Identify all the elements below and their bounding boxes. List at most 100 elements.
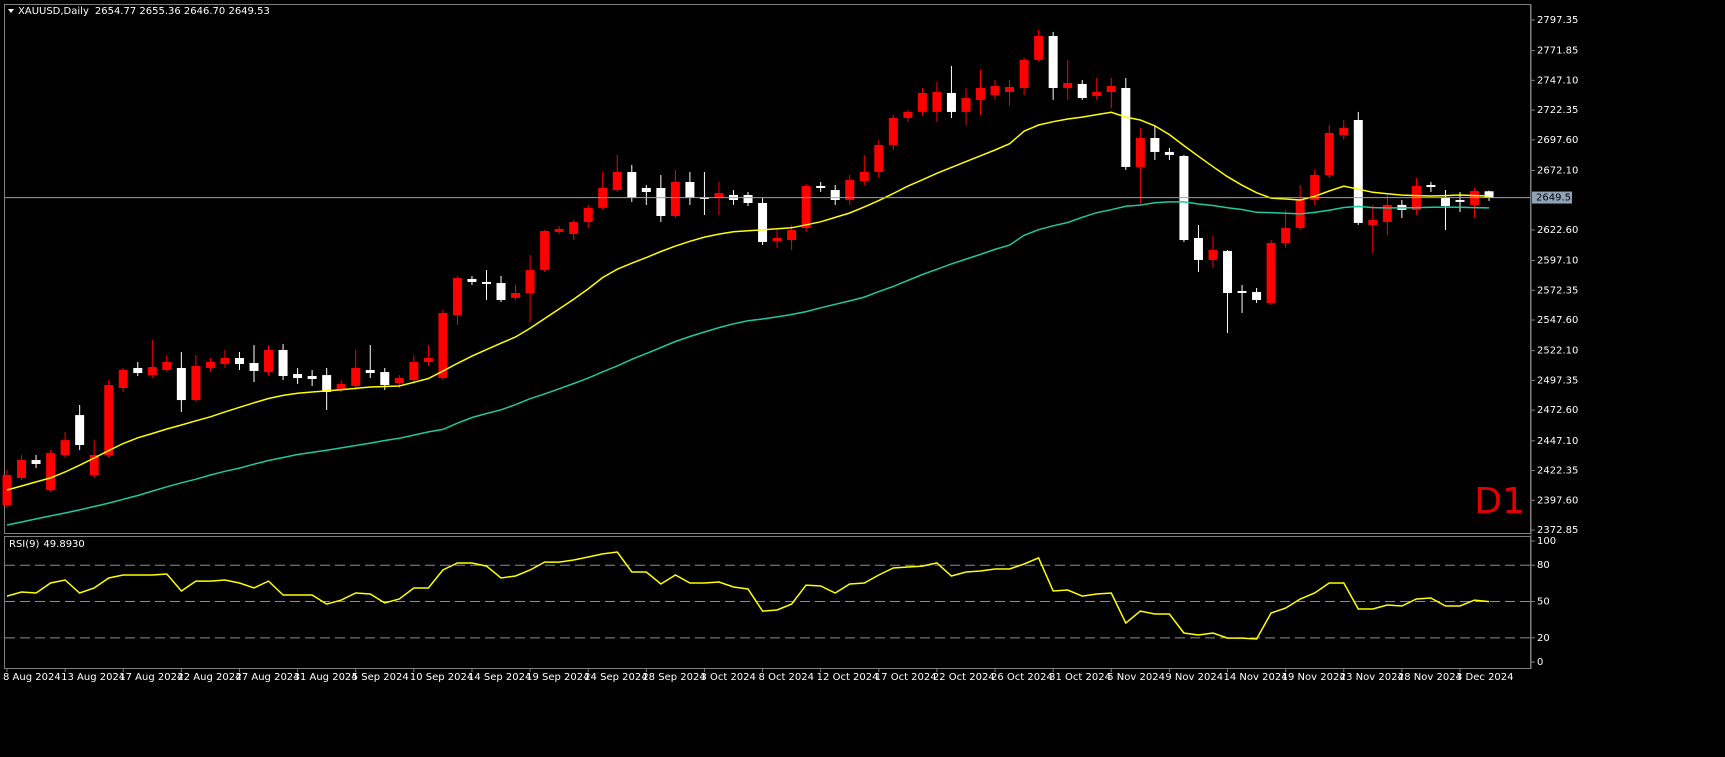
candle-body [903, 111, 913, 118]
candle-body [540, 231, 550, 271]
timeframe-badge: D1 [1474, 481, 1525, 522]
candle-body [234, 358, 244, 365]
candle-body [264, 349, 274, 373]
candle-body [496, 283, 506, 300]
candle-body [336, 383, 346, 390]
y-tick-label: 2547.60 [1537, 315, 1578, 326]
candle-body [932, 91, 942, 112]
candle-body [220, 358, 230, 365]
candle-body [75, 415, 85, 445]
candle-body [481, 281, 491, 284]
candle-body [1223, 250, 1233, 293]
x-tick-label: 3 Oct 2024 [700, 672, 755, 683]
y-tick-label: 2622.60 [1537, 225, 1578, 236]
x-tick-label: 19 Sep 2024 [526, 672, 589, 683]
collapse-arrow [8, 9, 14, 13]
candle-body [278, 349, 288, 377]
x-tick-label: 23 Nov 2024 [1340, 672, 1404, 683]
x-tick-label: 14 Nov 2024 [1224, 672, 1288, 683]
candle-body [801, 185, 811, 228]
candle-body [104, 385, 114, 455]
y-tick-label: 0 [1537, 657, 1543, 668]
candle-body [380, 372, 390, 386]
candle-body [1106, 85, 1116, 92]
candle-body [176, 367, 186, 401]
candle-body [627, 172, 637, 198]
candle-body [670, 181, 680, 216]
x-tick-label: 27 Aug 2024 [235, 672, 299, 683]
candle-body [1121, 88, 1131, 167]
candle-body [554, 228, 564, 232]
candle-body [2, 475, 12, 506]
x-tick-label: 9 Nov 2024 [1165, 672, 1223, 683]
rsi-last-value: 49.8930 [43, 539, 84, 550]
y-tick-label: 2472.60 [1537, 405, 1578, 416]
x-tick-label: 5 Sep 2024 [352, 672, 409, 683]
candle-body [685, 181, 695, 198]
candle-body [946, 92, 956, 112]
candle-body [423, 358, 433, 362]
candle-body [17, 460, 27, 479]
candle-body [1164, 151, 1174, 155]
candle-body [307, 376, 317, 380]
candles [2, 29, 1494, 509]
x-tick-label: 24 Sep 2024 [584, 672, 647, 683]
y-tick-label: 2747.10 [1537, 75, 1578, 86]
candle-body [1484, 191, 1494, 198]
candle-body [1339, 127, 1349, 136]
candle-body [293, 373, 303, 379]
candle-body [1208, 249, 1218, 260]
candle-body [656, 187, 666, 216]
y-tick-label: 2422.35 [1537, 466, 1578, 477]
candle-body [89, 454, 99, 476]
candle-body [1048, 35, 1058, 89]
candle-body [249, 363, 259, 371]
y-tick-label: 2397.60 [1537, 495, 1578, 506]
x-tick-label: 13 Aug 2024 [61, 672, 125, 683]
candle-body [205, 361, 215, 368]
candle-body [976, 88, 986, 100]
candle-body [917, 92, 927, 112]
y-tick-label: 2697.60 [1537, 135, 1578, 146]
rsi-line [6, 551, 1490, 640]
candle-body [1005, 86, 1015, 92]
candle-body [1426, 184, 1436, 188]
candle-body [467, 278, 477, 282]
x-tick-label: 12 Oct 2024 [817, 672, 879, 683]
symbol-title: XAUUSD,Daily [18, 6, 89, 17]
y-tick-label: 2672.10 [1537, 165, 1578, 176]
candle-body [452, 277, 462, 315]
y-tick-label: 2597.10 [1537, 256, 1578, 267]
candle-body [1034, 35, 1044, 60]
x-tick-label: 31 Oct 2024 [1049, 672, 1111, 683]
moving-average-line [6, 201, 1490, 526]
candle-body [1077, 83, 1087, 98]
x-tick-label: 17 Oct 2024 [875, 672, 937, 683]
x-tick-label: 3 Dec 2024 [1456, 672, 1514, 683]
y-tick-label: 2372.85 [1537, 525, 1578, 536]
candle-body [1193, 237, 1203, 260]
candle-body [641, 187, 651, 192]
x-tick-label: 14 Sep 2024 [468, 672, 531, 683]
candle-body [845, 179, 855, 201]
y-tick-label: 2771.85 [1537, 46, 1578, 57]
candle-body [1310, 175, 1320, 201]
candle-body [888, 117, 898, 145]
rsi-header: RSI(9) 49.8930 [9, 539, 85, 550]
candle-body [438, 312, 448, 379]
candle-body [1252, 292, 1262, 300]
y-tick-label: 50 [1537, 597, 1550, 608]
y-tick-label: 2572.35 [1537, 285, 1578, 296]
y-tick-label: 2797.35 [1537, 15, 1578, 26]
candle-body [830, 190, 840, 201]
x-tick-label: 28 Sep 2024 [642, 672, 705, 683]
x-tick-label: 26 Oct 2024 [991, 672, 1053, 683]
candle-body [772, 237, 782, 241]
candle-body [816, 185, 826, 188]
x-tick-label: 22 Aug 2024 [177, 672, 241, 683]
candle-body [1135, 138, 1145, 167]
candle-body [511, 293, 521, 298]
candle-body [990, 85, 1000, 95]
